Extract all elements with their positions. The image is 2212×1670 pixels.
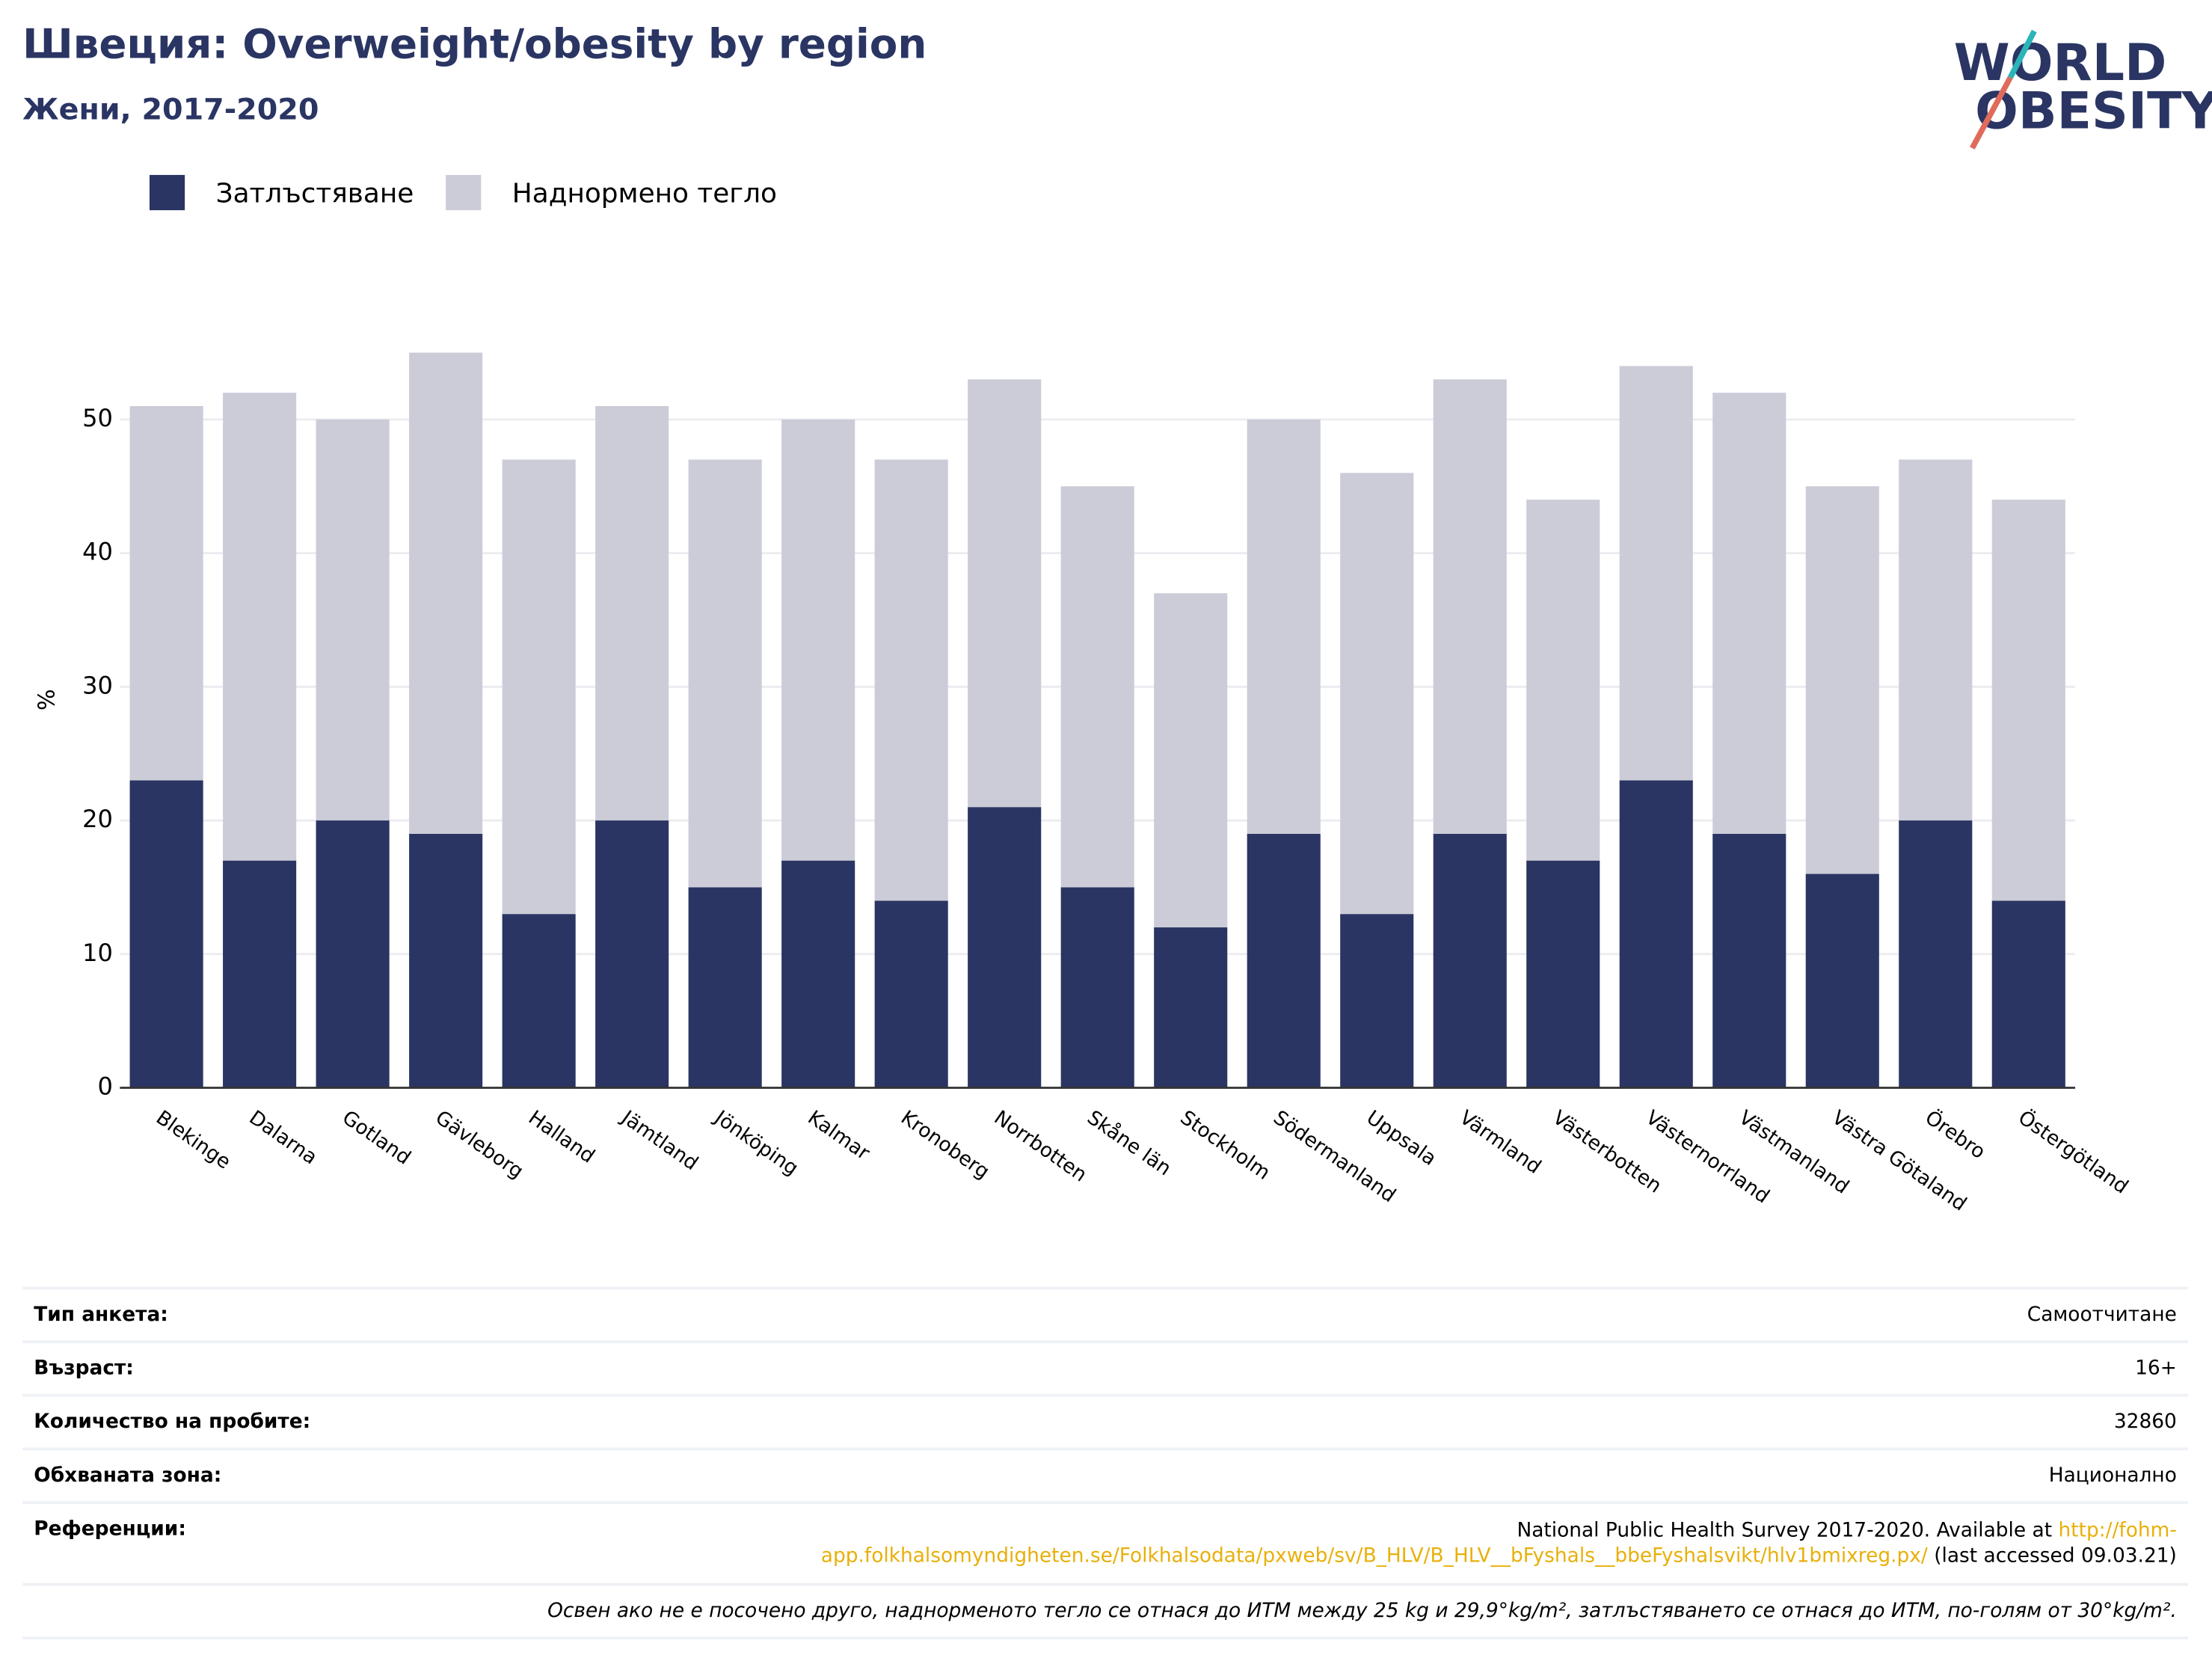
logo-slash <box>2007 29 2037 79</box>
bar-segment <box>223 393 297 861</box>
bar-segment <box>316 419 390 821</box>
x-tick-label: Jämtland <box>616 1105 702 1176</box>
chart: Швеция: Overweight/obesity by region Жен… <box>22 19 2212 1215</box>
legend-swatch <box>446 174 482 211</box>
y-tick-label: 20 <box>82 805 113 833</box>
references-value: National Public Health Survey 2017-2020.… <box>554 1518 2177 1569</box>
bar-segment <box>595 406 669 821</box>
bar-segment <box>129 406 203 781</box>
references-text: National Public Health Survey 2017-2020.… <box>1517 1519 2059 1542</box>
y-tick-label: 10 <box>82 939 113 967</box>
bar-segment <box>1991 900 2065 1088</box>
y-tick-label: 50 <box>82 404 113 432</box>
bar-segment <box>874 459 948 901</box>
bar-segment <box>1060 486 1134 888</box>
chart-subtitle: Жени, 2017-2020 <box>22 93 319 127</box>
info-table: Тип анкета: Самоотчитане Възраст: 16+ Количе… <box>22 1286 2188 1640</box>
bar-segment <box>1899 459 1973 821</box>
bar-segment <box>1712 833 1787 1088</box>
bar-segment <box>502 914 576 1088</box>
x-tick-label: Östergötland <box>2014 1105 2133 1199</box>
bar-segment <box>968 807 1042 1088</box>
bar-segment <box>874 900 948 1088</box>
note: Освен ако не е посочено друго, наднормен… <box>22 1582 2188 1640</box>
info-label: Обхваната зона: <box>34 1464 222 1488</box>
bar-segment <box>1247 833 1321 1088</box>
bar-segment <box>1526 860 1600 1088</box>
bar-segment <box>1619 780 1693 1088</box>
x-tick-label: Kalmar <box>804 1106 874 1165</box>
info-row: Обхваната зона: Национално <box>22 1447 2188 1502</box>
bar-segment <box>409 352 483 834</box>
bar-segment <box>781 860 855 1088</box>
bar-segment <box>781 419 855 861</box>
info-row: Тип анкета: Самоотчитане <box>22 1286 2188 1340</box>
x-tick-label: Halland <box>524 1106 599 1168</box>
bar-segment <box>1619 366 1693 781</box>
chart-title: Швеция: Overweight/obesity by region <box>22 19 927 67</box>
bar-segment <box>1154 927 1228 1088</box>
logo-line2: OBESITY <box>1975 82 2212 141</box>
bar-segment <box>688 887 762 1088</box>
x-tick-label: Gävleborg <box>431 1106 527 1183</box>
info-row: Количество на пробите: 32860 <box>22 1393 2188 1448</box>
bar-segment <box>595 820 669 1088</box>
references-suffix: (last accessed 09.03.21) <box>1927 1544 2177 1568</box>
bar-segment <box>1340 473 1414 915</box>
bar-segment <box>129 780 203 1088</box>
bar-segment <box>1340 914 1414 1088</box>
x-tick-label: Stockholm <box>1176 1106 1275 1185</box>
y-tick-label: 40 <box>82 538 113 566</box>
legend-label: Затлъстяване <box>216 178 414 209</box>
bar-segment <box>968 379 1042 808</box>
x-tick-label: Jönköping <box>709 1105 802 1180</box>
logo-line1: WORLD <box>1954 34 2167 93</box>
bar-segment <box>1991 500 2065 901</box>
bar-segment <box>1433 833 1507 1088</box>
x-tick-label: Värmland <box>1455 1106 1545 1179</box>
bar-segment <box>1805 874 1879 1088</box>
x-tick-label: Kronoberg <box>897 1106 994 1184</box>
bar-segment <box>316 820 390 1088</box>
bar-segment <box>1433 379 1507 834</box>
x-tick-label: Blekinge <box>152 1106 235 1174</box>
info-value: 32860 <box>2113 1410 2177 1434</box>
info-label: Възраст: <box>34 1357 134 1380</box>
x-tick-label: Gotland <box>338 1106 415 1170</box>
info-label: Количество на пробите: <box>34 1410 311 1434</box>
x-tick-label: Örebro <box>1921 1105 1991 1164</box>
bar-segment <box>1712 393 1787 834</box>
x-tick-label: Dalarna <box>245 1106 321 1170</box>
x-tick-label: Norrbotten <box>990 1106 1092 1187</box>
info-value: Национално <box>2048 1464 2177 1488</box>
y-axis-label: % <box>34 689 61 710</box>
references-label: Референции: <box>34 1517 186 1541</box>
bar-segment <box>409 833 483 1088</box>
references-row: Референции: National Public Health Survey… <box>22 1501 2188 1582</box>
bar-segment <box>502 459 576 915</box>
info-value: Самоотчитане <box>2027 1304 2177 1327</box>
bar-segment <box>1805 486 1879 874</box>
x-tick-label: Uppsala <box>1362 1106 1441 1170</box>
bar-segment <box>1526 500 1600 861</box>
y-tick-label: 0 <box>98 1072 113 1100</box>
bar-segment <box>1154 593 1228 928</box>
bar-segment <box>223 860 297 1088</box>
bar-segment <box>1899 820 1973 1088</box>
info-row: Възраст: 16+ <box>22 1340 2188 1394</box>
legend-label: Наднормено тегло <box>512 178 777 209</box>
logo-slash <box>1970 76 2013 150</box>
bar-segment <box>688 459 762 888</box>
bar-segment <box>1060 887 1134 1088</box>
info-label: Тип анкета: <box>34 1304 168 1327</box>
x-tick-label: Skåne län <box>1083 1106 1176 1181</box>
references-link[interactable]: http://fohm-app.folkhalsomyndigheten.se/… <box>820 1519 2177 1568</box>
bar-segment <box>1247 419 1321 834</box>
y-tick-label: 30 <box>82 671 113 699</box>
legend-swatch <box>149 174 185 211</box>
info-value: 16+ <box>2135 1357 2177 1380</box>
